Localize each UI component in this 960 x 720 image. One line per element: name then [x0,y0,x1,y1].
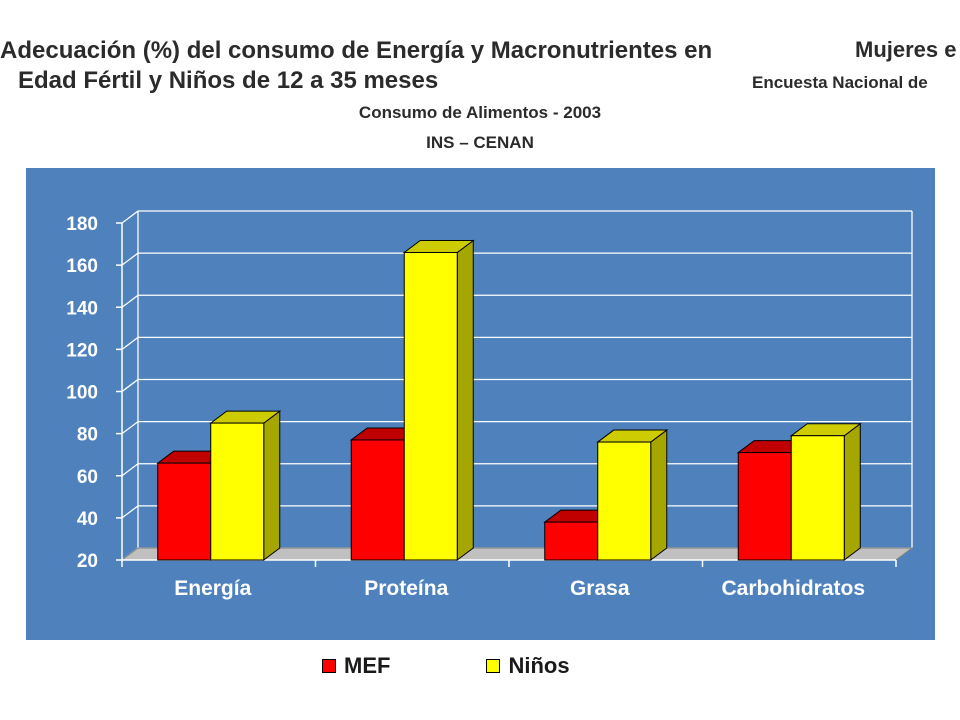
chart-title-line-1: Adecuación (%) del consumo de Energía y … [0,37,713,64]
bar-mef [544,521,599,561]
bar-side [263,410,281,561]
y-tick-label: 140 [66,298,98,319]
bar-mef [157,462,212,561]
gridline-depth [121,252,139,266]
legend-swatch [486,659,501,673]
y-tick-label: 180 [66,214,98,235]
chart-panel: 20 40 60 80 100 120 140 160 180 Energía Proteína Gr… [26,168,935,640]
x-category-label: Energía [174,577,251,600]
chart-title-line-3: Mujeres e [855,37,957,62]
gridline-depth [121,294,139,308]
y-tick-label: 100 [66,383,98,404]
gridline-depth [121,421,139,435]
legend-item: MEF [322,653,390,679]
bar-side [843,422,861,561]
chart-subtitle-line-2: INS – CENAN [426,133,534,152]
y-tick-label: 40 [77,509,98,530]
bar-side [456,239,474,561]
bar-ninos [210,422,265,561]
gridline-depth [121,210,139,224]
bar-side [650,429,668,561]
legend-item: Niños [486,653,570,679]
y-tick-label: 80 [77,425,98,446]
legend-label: MEF [344,653,391,678]
gridline-depth [121,336,139,350]
chart-subtitle-line-1: Consumo de Alimentos - 2003 [358,103,602,122]
gridline-depth [121,463,139,477]
x-category-label: Proteína [364,577,448,600]
y-tick-label: 20 [77,551,98,572]
bar-mef [350,439,405,561]
y-tick-label: 160 [66,256,98,277]
bar-mef [737,452,792,561]
x-category-label: Carbohidratos [721,577,865,600]
bar-ninos [403,251,458,561]
legend-swatch [322,659,336,673]
x-category-label: Grasa [570,577,630,600]
bar-ninos [790,435,845,561]
y-tick-label: 120 [66,340,98,361]
gridline-depth [121,378,139,393]
bar-chart: 20 40 60 80 100 120 140 160 180 Energía Proteína Gr… [66,210,914,600]
y-tick-label: 60 [77,467,98,488]
chart-legend: MEF Niños [322,653,666,679]
chart-title-line-4: Encuesta Nacional de [752,73,928,92]
chart-title-line-2: Edad Fértil y Niños de 12 a 35 meses [18,67,439,94]
legend-label: Niños [508,653,570,678]
bar-ninos [597,441,652,561]
gridline-depth [121,505,139,519]
